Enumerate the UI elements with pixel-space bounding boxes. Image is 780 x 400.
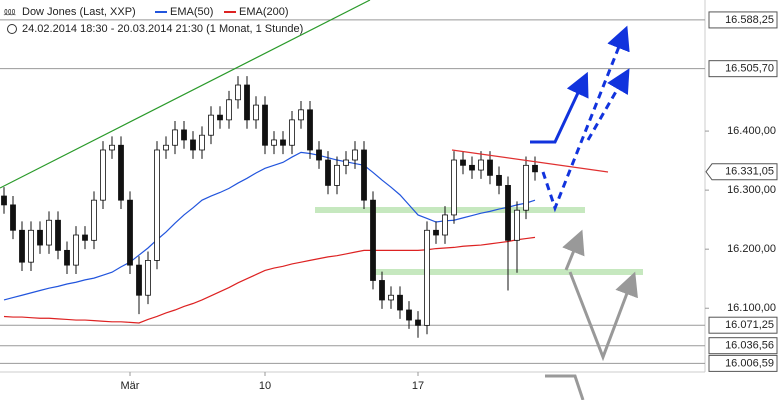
candle-body xyxy=(226,99,232,121)
chart-subtitle: 24.02.2014 18:30 - 20.03.2014 21:30 (1 M… xyxy=(22,23,303,35)
candle-body xyxy=(514,209,520,241)
legend-label: EMA(200) xyxy=(239,6,289,18)
candle-body xyxy=(64,249,70,266)
candle-body xyxy=(325,159,331,186)
candle-body xyxy=(352,149,358,161)
candle-body xyxy=(397,294,403,311)
candle-body xyxy=(154,149,160,261)
last-price-label: 16.331,05 xyxy=(725,166,774,178)
level-label: 16.505,70 xyxy=(725,63,774,75)
candle-body xyxy=(190,139,196,151)
candle-body xyxy=(496,174,502,186)
candle-body xyxy=(289,119,295,146)
scenario-arrow xyxy=(562,229,585,271)
candle-body xyxy=(415,319,421,326)
candle-body xyxy=(370,199,376,281)
candle-body xyxy=(307,109,313,151)
clock-icon xyxy=(7,24,17,34)
level-label: 16.071,25 xyxy=(725,319,774,331)
candle-body xyxy=(442,214,448,236)
trend-line xyxy=(0,0,371,189)
candle-body xyxy=(532,164,538,173)
candle-body xyxy=(262,104,268,146)
candle-body xyxy=(388,294,394,301)
candle-body xyxy=(298,109,304,121)
candle-body xyxy=(379,280,385,301)
candle-body xyxy=(91,199,97,241)
legend-label: EMA(50) xyxy=(170,6,213,18)
candle-body xyxy=(73,234,79,266)
level-label: 16.588,25 xyxy=(725,14,774,26)
y-tick-label: 16.200,00 xyxy=(727,243,776,255)
level-label: 16.036,56 xyxy=(725,340,774,352)
y-tick-label: 16.300,00 xyxy=(727,184,776,196)
candle-body xyxy=(478,159,484,171)
candle-body xyxy=(172,129,178,146)
candle-body xyxy=(82,234,88,241)
candle-body xyxy=(316,149,322,161)
level-box xyxy=(708,11,778,29)
candle-body xyxy=(136,264,142,296)
support-zone xyxy=(375,269,643,275)
candle-body xyxy=(235,84,241,101)
scenario-arrow xyxy=(530,71,589,144)
candle-body xyxy=(469,164,475,171)
scenario-arrow xyxy=(541,25,630,213)
candle-body xyxy=(451,159,457,216)
candle-body xyxy=(271,139,277,146)
candle-body xyxy=(406,309,412,321)
logo: ⅏ xyxy=(3,6,16,18)
level-box xyxy=(708,337,778,355)
support-zone xyxy=(315,207,585,213)
candle-body xyxy=(280,139,286,146)
candle-body xyxy=(424,229,430,326)
candle-body xyxy=(505,185,511,241)
candle-body xyxy=(163,144,169,151)
y-tick-label: 16.400,00 xyxy=(727,125,776,137)
chart-title: Dow Jones (Last, XXP) xyxy=(22,6,136,18)
candle-body xyxy=(199,134,205,151)
candle-body xyxy=(523,164,529,211)
candle-body xyxy=(10,204,16,231)
candle-body xyxy=(487,159,493,176)
candle-body xyxy=(100,149,106,201)
candle-body xyxy=(127,199,133,266)
candle-body xyxy=(343,159,349,166)
x-tick-label: 10 xyxy=(259,380,271,392)
candle-body xyxy=(145,259,151,296)
scenario-arrow xyxy=(586,68,630,141)
ema-line xyxy=(3,236,536,324)
x-tick-label: Mär xyxy=(121,380,140,392)
scenario-arrow xyxy=(545,374,585,400)
candle-body xyxy=(118,144,124,201)
candle-body xyxy=(208,114,214,136)
x-tick-label: 17 xyxy=(412,380,424,392)
candle-body xyxy=(37,229,43,246)
level-box xyxy=(708,316,778,334)
y-tick-label: 16.100,00 xyxy=(727,302,776,314)
last-price-box xyxy=(705,163,778,181)
candle-body xyxy=(217,114,223,121)
candle-body xyxy=(361,149,367,201)
candle-body xyxy=(46,219,52,246)
candle-body xyxy=(109,144,115,151)
resistance-line xyxy=(451,149,609,173)
candle-body xyxy=(1,195,7,206)
candle-body xyxy=(55,219,61,251)
candle-body xyxy=(433,229,439,236)
candle-body xyxy=(460,159,466,166)
level-label: 16.006,59 xyxy=(725,357,774,369)
candle-body xyxy=(334,164,340,186)
candle-body xyxy=(28,229,34,263)
scenario-arrow xyxy=(568,271,638,362)
candle-body xyxy=(181,129,187,141)
level-box xyxy=(708,354,778,372)
level-box xyxy=(708,60,778,78)
candle-body xyxy=(253,104,259,121)
candle-body xyxy=(19,229,25,263)
candle-body xyxy=(244,84,250,121)
